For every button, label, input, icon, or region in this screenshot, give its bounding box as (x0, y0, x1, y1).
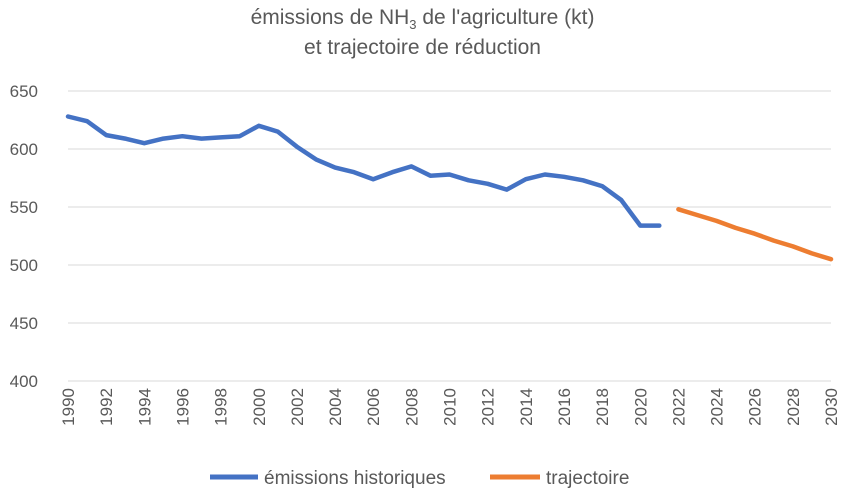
legend-label-2: trajectoire (546, 468, 629, 489)
x-tick-label: 2020 (631, 388, 650, 426)
chart-title-line1: émissions de NH3 de l'agriculture (kt) (250, 6, 595, 33)
x-tick-label: 2002 (288, 388, 307, 426)
x-tick-label: 2022 (669, 388, 688, 426)
x-tick-label: 2008 (402, 388, 421, 426)
x-tick-label: 2018 (593, 388, 612, 426)
x-tick-label: 2012 (479, 388, 498, 426)
x-tick-label: 2024 (708, 388, 727, 426)
y-tick-labels: 400 450 500 550 600 650 (10, 82, 38, 391)
x-tick-label: 1990 (59, 388, 78, 426)
x-tick-label: 2014 (517, 388, 536, 426)
x-tick-label: 2006 (364, 388, 383, 426)
x-tick-label: 1992 (97, 388, 116, 426)
x-tick-label: 2004 (326, 388, 345, 426)
series-line-2 (676, 207, 834, 262)
series-line-1 (65, 114, 662, 228)
legend-label-1: émissions historiques (264, 468, 446, 489)
x-tick-label: 2016 (555, 388, 574, 426)
y-tick-label: 650 (10, 82, 38, 101)
y-tick-label: 500 (10, 256, 38, 275)
y-tick-label: 550 (10, 198, 38, 217)
x-tick-label: 2000 (250, 388, 269, 426)
y-tick-label: 400 (10, 372, 38, 391)
x-tick-label: 2030 (822, 388, 841, 426)
x-tick-label: 1996 (173, 388, 192, 426)
x-tick-label: 2028 (784, 388, 803, 426)
y-tick-label: 600 (10, 140, 38, 159)
legend: émissions historiques trajectoire (210, 468, 629, 489)
y-tick-label: 450 (10, 314, 38, 333)
series-lines (65, 114, 834, 262)
chart-title-line2: et trajectoire de réduction (304, 36, 541, 59)
x-tick-labels: 1990 1992 1994 1996 1998 2000 2002 2004 2006 2008… (59, 388, 841, 426)
gridlines (68, 90, 831, 382)
x-tick-label: 2026 (746, 388, 765, 426)
x-tick-label: 2010 (441, 388, 460, 426)
x-tick-label: 1994 (135, 388, 154, 426)
x-tick-label: 1998 (212, 388, 231, 426)
